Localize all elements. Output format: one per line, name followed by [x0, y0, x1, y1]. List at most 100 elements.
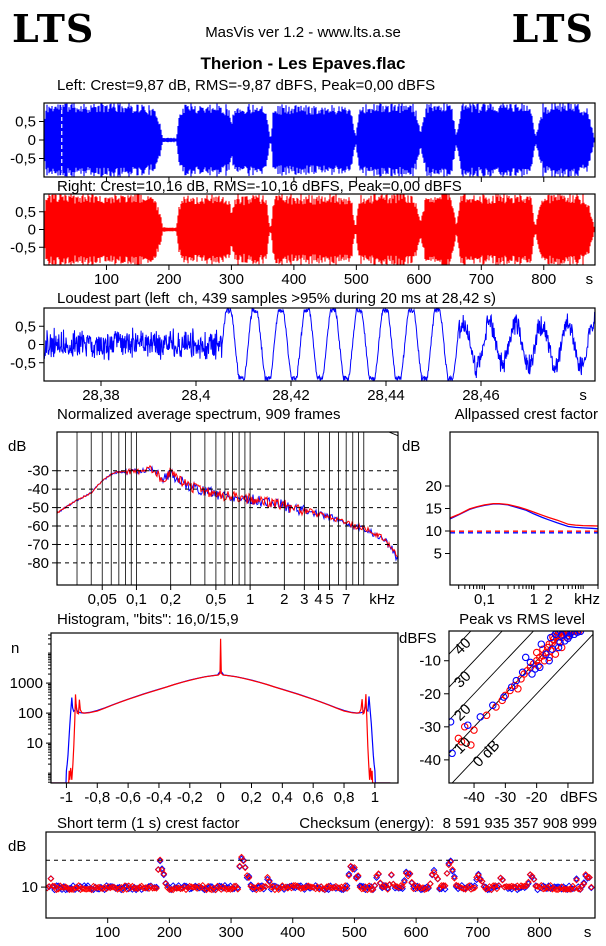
x-tick-label: 28,38	[82, 387, 120, 404]
plot-frame	[50, 632, 399, 784]
track-title: Therion - Les Epaves.flac	[200, 54, 406, 73]
x-tick-label: 600	[406, 271, 431, 288]
x-tick-label: 7	[342, 591, 350, 608]
histogram-curve	[51, 669, 391, 783]
scatter-point	[556, 638, 564, 647]
x-tick-label: 1	[371, 789, 379, 806]
scatter-point	[476, 713, 485, 721]
x-tick-label: 500	[342, 924, 367, 941]
loudest-part-title: Loudest part (left ch, 439 samples >95% …	[57, 290, 496, 307]
scatter-point	[507, 683, 516, 691]
right-waveform-plot: 100 200 300 400 500 600 700 800 s 0,50-0,5	[10, 193, 596, 288]
crest-line-label: 10	[451, 734, 475, 758]
histogram-title: Histogram, "bits": 16,0/15,9	[57, 611, 239, 628]
peak-rms-dbfs-label: dBFS	[399, 630, 437, 647]
scatter-point	[500, 693, 508, 701]
x-tick-label: 400	[281, 271, 306, 288]
x-axis-unit: s	[586, 271, 594, 288]
y-tick-label: -30	[27, 463, 49, 480]
scatter-point	[537, 640, 546, 648]
x-tick-label: 600	[404, 924, 429, 941]
x-tick-label: 400	[280, 924, 305, 941]
x-tick-label: 100	[94, 271, 119, 288]
left-waveform-title: Left: Crest=9,87 dB, RMS=-9,87 dBFS, Pea…	[57, 77, 436, 94]
spectrum-db-label: dB	[8, 438, 27, 455]
right-waveform-data-area	[44, 194, 595, 265]
scatter-point	[546, 633, 555, 642]
crest-line-label: 20	[451, 701, 475, 725]
lts-logo-right: LTS	[511, 6, 594, 51]
short-term-crest-data-area	[46, 853, 595, 894]
x-tick-label: -0,6	[115, 789, 141, 806]
x-tick-label: 3	[300, 591, 308, 608]
x-tick-label: 0,1	[126, 591, 147, 608]
x-tick-label: -0,8	[84, 789, 110, 806]
spectrum-title: Normalized average spectrum, 909 frames	[57, 406, 341, 423]
y-tick-label: -20	[419, 686, 441, 703]
scatter-point	[501, 691, 510, 700]
crest-line-label: 0 dB	[470, 737, 504, 771]
y-tick-label: 1000	[10, 675, 43, 692]
x-tick-label: -40	[463, 789, 485, 806]
plot-frame	[448, 630, 594, 784]
y-tick-label: -70	[27, 536, 49, 553]
x-tick-label: 0	[216, 789, 224, 806]
x-axis-unit: s	[579, 387, 587, 404]
x-tick-label: 2	[544, 591, 552, 608]
y-tick-label: 15	[425, 501, 442, 518]
x-tick-label: -0,4	[146, 789, 172, 806]
scatter-point	[573, 631, 582, 637]
average-spectrum-plot: 0,05 0,1 0,2 0,5 1 2 3 4 5 7 kHz -30-40 -50-60-70 -80	[27, 431, 399, 608]
y-tick-label: -30	[419, 719, 441, 736]
x-tick-label: 300	[219, 271, 244, 288]
y-tick-label: 10	[21, 879, 38, 896]
x-tick-label: 300	[219, 924, 244, 941]
x-tick-label: 28,46	[462, 387, 500, 404]
x-tick-label: -0,2	[177, 789, 203, 806]
x-tick-label: 700	[465, 924, 490, 941]
allpass-title: Allpassed crest factor	[454, 406, 598, 423]
crest-guide-line	[449, 631, 534, 721]
short-term-crest-plot: 100 200 300 400 500 600 700 800 s 10	[21, 831, 596, 941]
x-axis-unit: kHz	[369, 591, 395, 608]
y-tick-label: -0,5	[10, 239, 36, 256]
scatter-point	[489, 701, 497, 710]
scatter-point	[526, 658, 535, 667]
scatter-point	[557, 643, 566, 652]
crest-guide-line	[449, 631, 503, 688]
y-tick-label: 5	[434, 546, 442, 563]
plot-frame	[45, 831, 596, 919]
checksum-label: Checksum (energy): 8 591 935 357 908 999	[299, 815, 597, 832]
app-version-line: MasVis ver 1.2 - www.lts.a.se	[205, 24, 401, 41]
x-tick-label: 4	[314, 591, 322, 608]
scatter-point	[457, 737, 466, 746]
x-axis-unit: s	[584, 924, 592, 941]
crest-factor-curve	[450, 502, 598, 527]
scatter-point	[467, 741, 475, 749]
x-tick-label: 200	[157, 924, 182, 941]
scatter-point	[449, 718, 455, 726]
allpassed-crest-factor-plot: 0,1 1 2 kHz 20 15 10 5	[425, 431, 600, 608]
loudest-part-data-area	[44, 308, 595, 381]
y-tick-label: 0,5	[15, 114, 36, 131]
scatter-point	[554, 643, 563, 652]
right-waveform-title: Right: Crest=10,16 dB, RMS=-10,16 dBFS, …	[57, 178, 462, 195]
x-axis-unit: kHz	[574, 591, 600, 608]
scatter-point	[532, 648, 541, 657]
x-axis-unit: dBFS	[560, 789, 598, 806]
scatter-point	[449, 749, 456, 758]
scatter-point	[464, 721, 472, 729]
spectrum-trace	[57, 465, 398, 562]
y-tick-label: 0,5	[15, 204, 36, 221]
waveform-trace	[44, 194, 595, 265]
x-tick-label: 1	[246, 591, 254, 608]
x-tick-label: 28,44	[367, 387, 405, 404]
spectrum-trace	[57, 464, 398, 558]
x-tick-label: 200	[156, 271, 181, 288]
short-term-crest-points	[46, 853, 595, 894]
y-tick-label: 20	[425, 478, 442, 495]
x-tick-label: 5	[325, 591, 333, 608]
left-waveform-data-area	[44, 103, 595, 177]
